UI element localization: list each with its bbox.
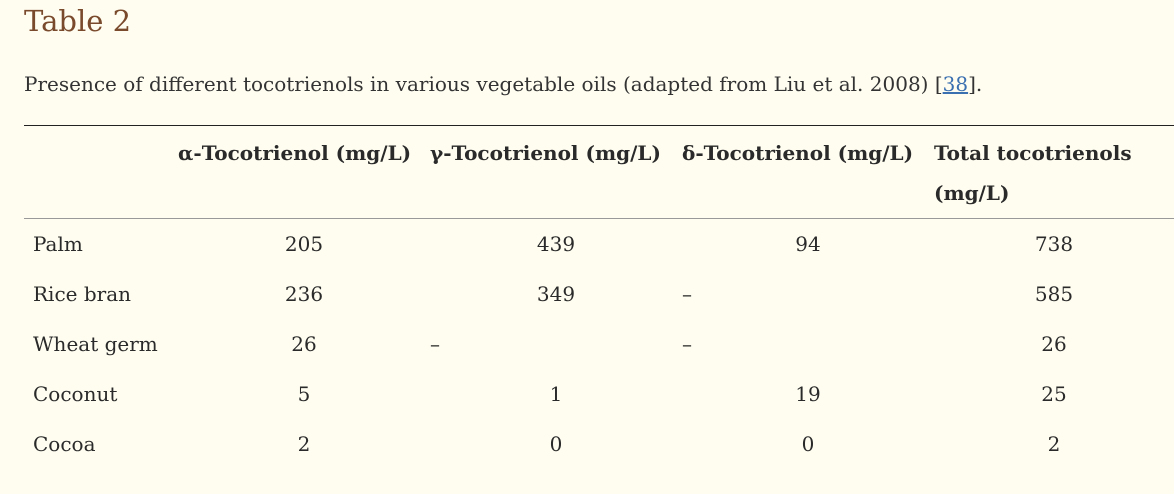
table-row: Coconut 5 1 19 25 — [24, 369, 1174, 419]
reference-link[interactable]: 38 — [942, 72, 969, 96]
header-cell-delta: δ-Tocotrienol (mg/L) — [682, 141, 914, 165]
cell-value: 205 — [284, 232, 324, 256]
cell-value: – — [682, 332, 692, 356]
cell-value: 1 — [549, 382, 563, 406]
row-label: Palm — [33, 232, 83, 256]
table-row: Rice bran 236 349 – 585 — [24, 269, 1174, 319]
cell-value: 0 — [549, 432, 563, 456]
row-label: Coconut — [33, 382, 118, 406]
table-caption: Presence of different tocotrienols in va… — [24, 72, 982, 96]
table-row: Wheat germ 26 – – 26 — [24, 319, 1174, 369]
table-row: Cocoa 2 0 0 2 — [24, 419, 1174, 469]
cell-value: 585 — [1034, 282, 1074, 306]
cell-value: 2 — [297, 432, 311, 456]
cell-value: 439 — [536, 232, 576, 256]
table-title: Table 2 — [24, 4, 132, 38]
header-cell-total: Total tocotrienols (mg/L) — [934, 141, 1132, 205]
cell-value: 94 — [795, 232, 821, 256]
cell-value: 5 — [297, 382, 311, 406]
cell-value: 26 — [1041, 332, 1067, 356]
table-row: Palm 205 439 94 738 — [24, 219, 1174, 270]
cell-value: – — [430, 332, 440, 356]
cell-value: 2 — [1047, 432, 1061, 456]
tocotrienol-table: α-Tocotrienol (mg/L) γ-Tocotrienol (mg/L… — [24, 125, 1174, 469]
cell-value: 738 — [1034, 232, 1074, 256]
row-label: Wheat germ — [33, 332, 158, 356]
cell-value: 25 — [1041, 382, 1067, 406]
cell-value: 349 — [536, 282, 576, 306]
row-label: Cocoa — [33, 432, 96, 456]
header-cell-oil — [24, 126, 178, 219]
header-row: α-Tocotrienol (mg/L) γ-Tocotrienol (mg/L… — [24, 125, 1174, 219]
header-cell-gamma: γ-Tocotrienol (mg/L) — [430, 141, 661, 165]
table-container: α-Tocotrienol (mg/L) γ-Tocotrienol (mg/L… — [24, 125, 1174, 469]
cell-value: 26 — [291, 332, 317, 356]
caption-end: ]. — [968, 72, 983, 96]
cell-value: 19 — [795, 382, 821, 406]
cell-value: – — [682, 282, 692, 306]
row-label: Rice bran — [33, 282, 132, 306]
caption-text: Presence of different tocotrienols in va… — [24, 72, 943, 96]
cell-value: 236 — [284, 282, 324, 306]
cell-value: 0 — [801, 432, 815, 456]
header-cell-alpha: α-Tocotrienol (mg/L) — [178, 141, 412, 165]
